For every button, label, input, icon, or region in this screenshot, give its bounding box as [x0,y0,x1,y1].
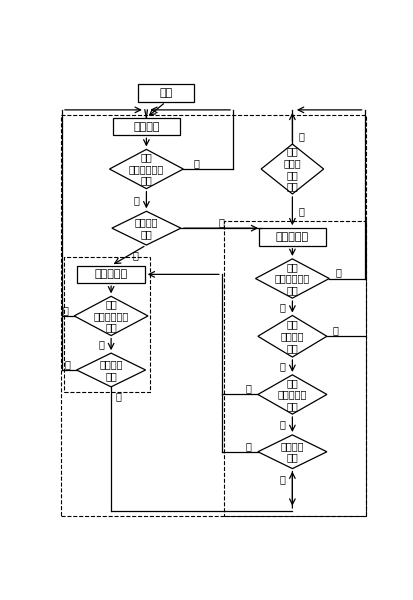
Text: 是否
到达初期绿灯
时间: 是否 到达初期绿灯 时间 [128,152,164,185]
Polygon shape [257,375,326,414]
Text: 是: 是 [332,325,338,335]
Text: 环道绿灯: 环道绿灯 [133,122,159,131]
Text: 是: 是 [279,474,285,484]
Text: 否: 否 [193,158,199,169]
Text: 是否
到达初期绿灯
时间: 是否 到达初期绿灯 时间 [274,262,309,295]
Text: 环道是否
有车: 环道是否 有车 [134,217,158,239]
Polygon shape [112,211,180,245]
Text: 否: 否 [62,305,68,315]
Text: 是: 是 [115,391,121,401]
Text: 进口道绿灯: 进口道绿灯 [275,232,308,242]
Text: 是否
到达初期绿灯
时间: 是否 到达初期绿灯 时间 [93,299,128,332]
Text: 否: 否 [245,441,251,451]
Text: 否: 否 [335,268,340,278]
Text: 环道是否
有车: 环道是否 有车 [99,359,123,381]
Text: 进口
道排队是否
放完: 进口 道排队是否 放完 [277,378,306,411]
Polygon shape [257,435,326,469]
Polygon shape [109,149,183,188]
Polygon shape [257,316,326,357]
Bar [224,221,365,517]
Bar [64,257,150,392]
Text: 是: 是 [279,302,285,312]
Text: 是: 是 [133,195,139,205]
Polygon shape [76,353,145,387]
Text: 有: 有 [218,217,223,227]
Text: 是: 是 [98,340,104,349]
Text: 是: 是 [279,419,285,430]
Polygon shape [255,259,328,298]
Text: 环道
排队是否
过长: 环道 排队是否 过长 [280,320,304,353]
Bar [258,228,325,246]
Polygon shape [261,144,323,194]
Text: 开始: 开始 [159,88,172,98]
Text: 进口道绿灯: 进口道绿灯 [94,269,127,280]
Text: 环道是否
有车: 环道是否 有车 [280,441,304,463]
Text: 否: 否 [279,361,285,371]
Text: 进口
道排队
是否
过长: 进口 道排队 是否 过长 [283,146,301,191]
Bar [137,83,193,102]
Text: 是: 是 [298,206,304,216]
Polygon shape [74,296,148,335]
Text: 否: 否 [245,383,251,394]
Bar [77,266,145,283]
Bar [61,115,365,517]
Text: 无: 无 [133,250,138,260]
Bar [112,118,180,135]
Text: 否: 否 [64,359,70,369]
Text: 否: 否 [298,131,304,141]
